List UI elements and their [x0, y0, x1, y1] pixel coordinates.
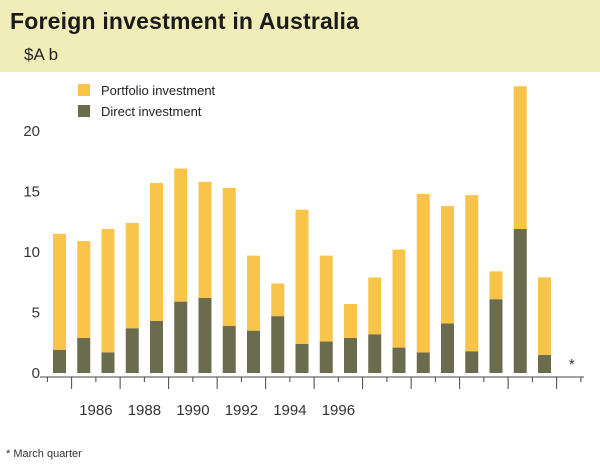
bar-portfolio-investment [441, 206, 454, 324]
y-tick-label: 15 [23, 184, 40, 201]
bar-portfolio-investment [465, 195, 479, 352]
bar-direct-investment [368, 334, 382, 373]
bar-direct-investment [174, 301, 188, 373]
bar-portfolio-investment [538, 277, 551, 355]
x-tick-label: 1986 [79, 402, 112, 419]
bar-portfolio-investment [174, 168, 188, 302]
footnote: * March quarter [6, 448, 82, 460]
y-tick-label: 5 [32, 305, 40, 322]
bar-direct-investment [344, 337, 357, 373]
y-tick-label: 0 [32, 365, 40, 382]
x-tick-label: 1994 [273, 402, 306, 419]
annotation-asterisk: * [569, 356, 575, 373]
bar-direct-investment [101, 352, 115, 373]
bar-direct-investment [77, 337, 91, 373]
bar-portfolio-investment [53, 233, 66, 351]
bar-direct-investment [271, 316, 285, 373]
y-axis: 0 5 10 15 20 [23, 123, 40, 382]
bar-portfolio-investment [198, 181, 212, 298]
bar-portfolio-investment [319, 255, 333, 342]
chart-title: Foreign investment in Australia [10, 8, 360, 34]
bar-portfolio-investment [125, 222, 139, 329]
bar-direct-investment [319, 341, 333, 373]
bar-portfolio-investment [416, 193, 430, 353]
bar-portfolio-investment [392, 249, 406, 348]
unit-label: $A b [24, 45, 59, 64]
bar-direct-investment [538, 354, 551, 373]
bar-portfolio-investment [489, 271, 503, 300]
bar-direct-investment [53, 350, 66, 373]
bar-direct-investment [416, 352, 430, 373]
legend-label: Portfolio investment [101, 83, 216, 98]
x-tick-label: 1990 [176, 402, 209, 419]
x-tick-label: 1992 [225, 402, 258, 419]
bar-portfolio-investment [513, 86, 527, 230]
bars [53, 86, 551, 373]
bar-portfolio-investment [150, 183, 163, 321]
bar-portfolio-investment [271, 283, 285, 317]
bar-direct-investment [295, 343, 309, 373]
title-band [0, 0, 600, 72]
bar-portfolio-investment [295, 209, 309, 344]
bar-portfolio-investment [101, 229, 115, 353]
annotations: * [569, 356, 575, 373]
legend: Portfolio investment Direct investment [78, 83, 216, 119]
bar-direct-investment [198, 297, 212, 373]
bar-portfolio-investment [222, 187, 236, 326]
bar-direct-investment [441, 323, 454, 373]
bar-direct-investment [247, 330, 260, 373]
y-tick-label: 20 [23, 123, 40, 140]
bar-direct-investment [489, 299, 503, 373]
bar-portfolio-investment [368, 277, 382, 335]
bar-direct-investment [222, 325, 236, 373]
bar-portfolio-investment [247, 255, 260, 331]
legend-swatch [78, 105, 90, 117]
bar-portfolio-investment [344, 304, 357, 338]
bar-direct-investment [465, 351, 479, 373]
x-axis: 1986 1988 1990 1992 1994 1996 [46, 377, 582, 419]
legend-label: Direct investment [101, 104, 202, 119]
bar-direct-investment [125, 328, 139, 373]
x-tick-label: 1996 [322, 402, 355, 419]
bar-direct-investment [513, 229, 527, 373]
bar-direct-investment [392, 347, 406, 373]
bar-portfolio-investment [77, 241, 91, 338]
y-tick-label: 10 [23, 244, 40, 261]
x-tick-label: 1988 [128, 402, 161, 419]
bar-direct-investment [150, 320, 163, 373]
legend-swatch [78, 84, 90, 96]
